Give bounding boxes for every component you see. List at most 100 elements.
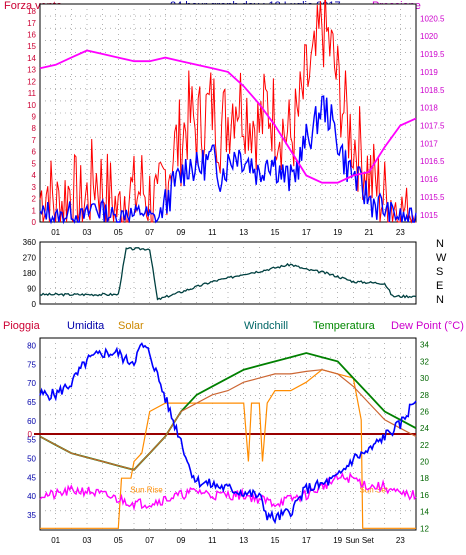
humidity-y-tick: 70 bbox=[27, 379, 36, 388]
pressure-y-tick: 1016 bbox=[420, 175, 438, 184]
pressure-y-tick: 1020.5 bbox=[420, 14, 445, 23]
x-tick-label: 09 bbox=[177, 536, 186, 545]
temperature-y-tick: 14 bbox=[420, 508, 429, 517]
wind-y-tick: 12 bbox=[27, 77, 36, 86]
humidity-y-tick: 40 bbox=[27, 492, 36, 501]
x-tick-label: 01 bbox=[51, 536, 60, 545]
pressure-series-line bbox=[39, 49, 417, 184]
temperature-y-tick: 30 bbox=[420, 374, 429, 383]
x-tick-label: 11 bbox=[208, 536, 217, 545]
x-tick-label: 15 bbox=[271, 536, 280, 545]
sun-set-axis-label: Sun Set bbox=[345, 536, 374, 545]
wind-y-tick: 8 bbox=[32, 124, 37, 133]
x-tick-label: 05 bbox=[114, 228, 123, 237]
humidity-y-tick: 60 bbox=[27, 417, 36, 426]
x-tick-label: 07 bbox=[145, 536, 154, 545]
pressure-y-tick: 1016.5 bbox=[420, 157, 445, 166]
wind-panel-frame bbox=[39, 3, 417, 223]
pressure-y-tick: 1020 bbox=[420, 32, 438, 41]
temperature-series-line bbox=[39, 369, 417, 471]
temperature-y-tick: 12 bbox=[420, 524, 429, 533]
climate-panel: 01 03 05 07 09 11 13 15 17 19 23 Sun Set 35 40 45 50 55 6… bbox=[27, 337, 429, 545]
rain-zero-label: 0 bbox=[28, 430, 33, 439]
wind-y-tick: 4 bbox=[32, 171, 37, 180]
temperature-y-tick: 26 bbox=[420, 407, 429, 416]
windchill-label: Windchill bbox=[244, 320, 289, 332]
x-tick-label: 05 bbox=[114, 536, 123, 545]
pressure-y-tick: 1017.5 bbox=[420, 122, 445, 131]
wind-y-tick: 6 bbox=[32, 148, 37, 157]
x-tick-label: 13 bbox=[239, 536, 248, 545]
x-tick-label: 09 bbox=[177, 228, 186, 237]
compass-letter: S bbox=[436, 266, 444, 278]
wind-y-tick: 14 bbox=[27, 54, 36, 63]
rain-label: Pioggia bbox=[3, 320, 40, 332]
humidity-y-tick: 55 bbox=[27, 436, 36, 445]
x-tick-label: 03 bbox=[83, 536, 92, 545]
pressure-y-tick: 1019.5 bbox=[420, 50, 445, 59]
wind-y-tick: 5 bbox=[32, 159, 37, 168]
wind-y-tick: 16 bbox=[27, 30, 36, 39]
compass-letter: N bbox=[436, 238, 444, 250]
solar-label: Solar bbox=[118, 320, 144, 332]
wind-y-tick: 9 bbox=[32, 113, 37, 122]
pressure-y-tick: 1018.5 bbox=[420, 86, 445, 95]
temperature-y-tick: 20 bbox=[420, 458, 429, 467]
wind-y-tick: 1 bbox=[32, 206, 37, 215]
dewpoint-series-line bbox=[39, 471, 417, 512]
compass-letter: W bbox=[436, 252, 447, 264]
x-tick-label: 19 bbox=[333, 536, 342, 545]
x-tick-label: 17 bbox=[302, 228, 311, 237]
x-tick-label: 03 bbox=[83, 228, 92, 237]
wind-y-tick: 17 bbox=[27, 19, 36, 28]
temperature-y-tick: 34 bbox=[420, 341, 429, 350]
humidity-y-tick: 65 bbox=[27, 398, 36, 407]
temperature-y-tick: 22 bbox=[420, 441, 429, 450]
direction-series-line bbox=[39, 247, 417, 301]
temperature-y-tick: 28 bbox=[420, 391, 429, 400]
x-tick-label: 23 bbox=[396, 228, 405, 237]
wind-y-tick: 0 bbox=[32, 218, 37, 227]
temperature-y-tick: 16 bbox=[420, 491, 429, 500]
wind-y-tick: 3 bbox=[32, 183, 37, 192]
sun-rise-label: Sun Rise bbox=[130, 485, 163, 494]
x-tick-label: 17 bbox=[302, 536, 311, 545]
x-tick-label: 11 bbox=[208, 228, 217, 237]
dewpoint-label: Dew Point (°C) bbox=[391, 320, 464, 332]
x-tick-label: 07 bbox=[145, 228, 154, 237]
wind-y-tick: 10 bbox=[27, 101, 36, 110]
temperature-y-tick: 24 bbox=[420, 424, 429, 433]
wind-y-tick: 2 bbox=[32, 195, 37, 204]
x-tick-label: 13 bbox=[239, 228, 248, 237]
wind-y-tick: 11 bbox=[28, 89, 37, 98]
compass-letter: N bbox=[436, 294, 444, 306]
temperature-label: Temperatura bbox=[313, 320, 375, 332]
direction-y-tick: 270 bbox=[23, 254, 37, 263]
wind-direction-panel: 0 90 180 270 360 bbox=[23, 238, 417, 309]
humidity-series-line bbox=[39, 342, 417, 525]
wind-pressure-panel: 01 03 05 07 09 11 13 15 17 19 21 230123456789101112… bbox=[27, 0, 445, 237]
direction-y-tick: 90 bbox=[27, 285, 36, 294]
wind-y-tick: 7 bbox=[32, 136, 37, 145]
pressure-y-tick: 1015 bbox=[420, 211, 438, 220]
direction-y-tick: 360 bbox=[23, 238, 37, 247]
temperature-y-tick: 32 bbox=[420, 357, 429, 366]
x-tick-label: 19 bbox=[333, 228, 342, 237]
wind-y-tick: 13 bbox=[27, 66, 36, 75]
pressure-y-tick: 1019 bbox=[420, 68, 438, 77]
humidity-y-tick: 45 bbox=[27, 473, 36, 482]
compass-letter: E bbox=[436, 280, 444, 292]
x-tick-label: 01 bbox=[51, 228, 60, 237]
x-tick-label: 23 bbox=[396, 536, 405, 545]
pressure-y-tick: 1015.5 bbox=[420, 193, 445, 202]
humidity-y-tick: 75 bbox=[27, 360, 36, 369]
wind-y-tick: 15 bbox=[27, 42, 36, 51]
sun-set-label: Sun Set bbox=[359, 485, 388, 494]
humidity-y-tick: 35 bbox=[27, 511, 36, 520]
direction-y-tick: 180 bbox=[23, 269, 37, 278]
humidity-label: Umidita bbox=[67, 320, 105, 332]
pressure-y-tick: 1017 bbox=[420, 139, 438, 148]
wind-y-tick: 18 bbox=[27, 7, 36, 16]
